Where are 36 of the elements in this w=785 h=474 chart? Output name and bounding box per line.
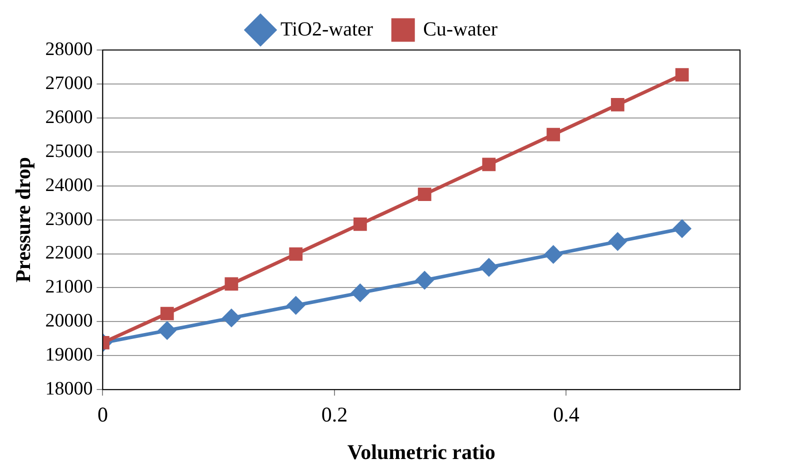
y-tick-label: 28000 [45,38,93,60]
point [160,306,174,320]
point [546,128,560,142]
y-tick-label: 19000 [45,344,93,366]
point [610,98,624,112]
point [351,284,369,302]
point [224,277,238,291]
y-tick-label: 18000 [45,378,93,400]
x-tick-label: 0.2 [321,402,348,427]
point [418,188,432,202]
point [673,220,691,238]
y-tick-label: 22000 [45,242,93,264]
y-tick-label: 24000 [45,174,93,196]
x-tick-label: 0 [97,402,108,427]
point [608,232,626,250]
x-axis-title: Volumetric ratio [347,440,496,464]
legend-label: TiO2-water [280,18,374,40]
point [416,272,434,289]
point [482,158,496,172]
point [287,296,305,314]
y-tick-label: 25000 [45,140,93,162]
point [158,322,176,340]
legend-label: Cu-water [423,18,498,40]
y-tick-label: 23000 [45,208,93,230]
y-tick-label: 27000 [45,72,93,94]
point [675,68,689,82]
point [353,218,367,231]
y-axis-title: Pressure drop [11,157,36,283]
point [222,309,240,327]
y-tick-label: 21000 [45,276,93,298]
point [289,247,303,261]
point [480,258,498,276]
point [544,246,562,264]
y-tick-label: 20000 [45,310,93,332]
y-tick-label: 26000 [45,106,93,128]
x-tick-label: 0.4 [553,402,580,427]
